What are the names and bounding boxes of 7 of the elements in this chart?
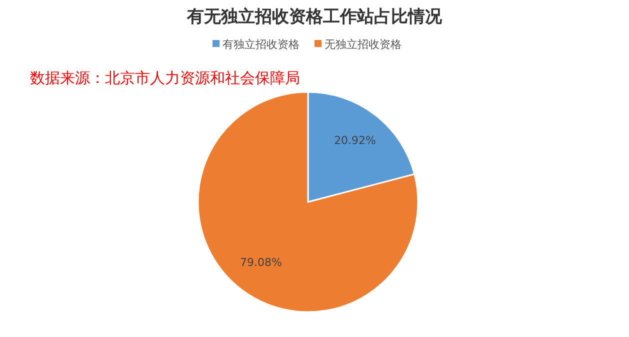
legend-label: 无独立招收资格 bbox=[324, 38, 402, 51]
source-note: 数据来源：北京市人力资源和社会保障局 bbox=[30, 69, 300, 87]
pie-slice bbox=[197, 91, 419, 313]
data-label: 79.08% bbox=[240, 256, 282, 269]
data-label: 20.92% bbox=[334, 134, 376, 148]
legend-label: 有独立招收资格 bbox=[222, 38, 300, 51]
chart-title: 有无独立招收资格工作站占比情况 bbox=[186, 7, 443, 27]
